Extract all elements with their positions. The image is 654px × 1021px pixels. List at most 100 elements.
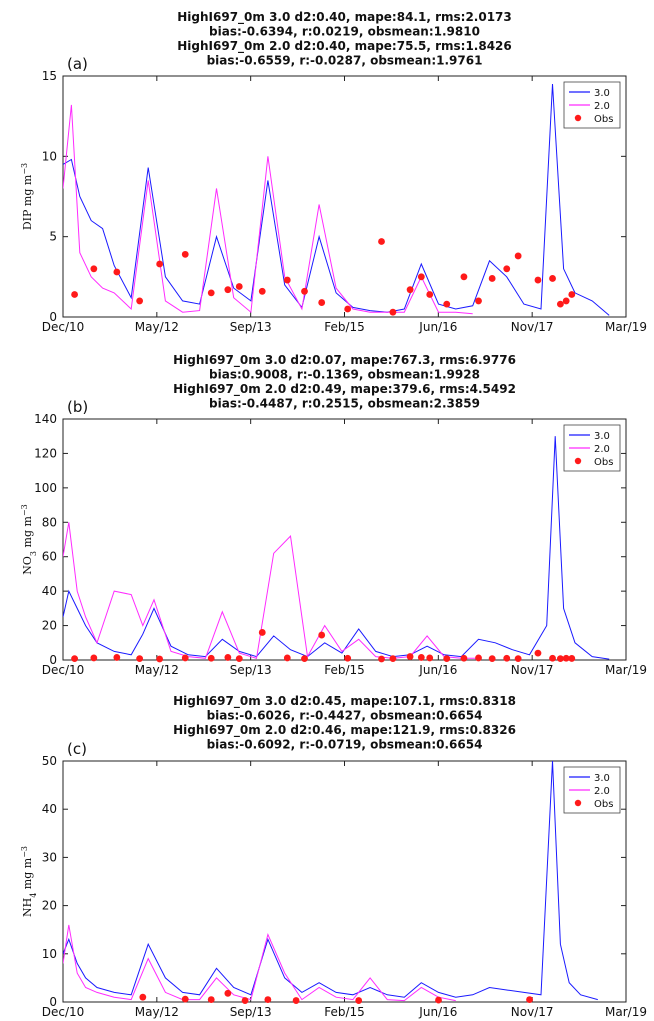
obs-point bbox=[90, 654, 98, 662]
obs-point bbox=[460, 273, 468, 281]
y-axis-label-sup: −3 bbox=[20, 163, 29, 175]
obs-point bbox=[207, 289, 215, 297]
legend-label: 2.0 bbox=[594, 786, 610, 797]
legend: 3.0 2.0 Obs bbox=[563, 766, 621, 814]
plot-area bbox=[62, 75, 627, 318]
obs-point bbox=[568, 655, 576, 662]
chart-title-line: bias:-0.6092, r:-0.0719, obsmean:0.6654 bbox=[207, 738, 483, 752]
obs-point bbox=[556, 655, 564, 663]
obs-point bbox=[224, 989, 232, 997]
obs-point bbox=[181, 654, 189, 662]
y-axis-label-unit: mg m bbox=[21, 174, 34, 209]
panel-label: (a) bbox=[67, 55, 88, 73]
chart-title-line: HighI697_0m 2.0 d2:0.49, mape:379.6, rms… bbox=[173, 382, 516, 397]
obs-point bbox=[264, 996, 272, 1003]
chart-title-line: bias:-0.4487, r:0.2515, obsmean:2.3859 bbox=[209, 397, 480, 411]
y-tick-label: 20 bbox=[42, 899, 57, 913]
x-tick-label: Feb/15 bbox=[324, 663, 365, 677]
y-tick-label: 10 bbox=[42, 149, 57, 163]
legend-label: 3.0 bbox=[594, 88, 610, 99]
obs-point bbox=[443, 655, 451, 663]
x-tick-label: Mar/19 bbox=[605, 1005, 647, 1019]
obs-point bbox=[113, 654, 121, 661]
obs-point bbox=[503, 265, 511, 273]
y-tick-label: 15 bbox=[42, 69, 57, 83]
obs-point bbox=[503, 654, 511, 662]
y-axis-label-sup: −3 bbox=[20, 846, 29, 858]
x-tick-label: Dec/10 bbox=[42, 663, 85, 677]
legend: 3.0 2.0 Obs bbox=[563, 424, 621, 472]
x-tick-label: May/12 bbox=[135, 320, 179, 334]
y-tick-label: 80 bbox=[42, 515, 57, 529]
x-tick-label: Mar/19 bbox=[605, 663, 647, 677]
obs-point bbox=[235, 283, 243, 290]
legend-marker-obs bbox=[574, 114, 582, 122]
obs-point bbox=[90, 265, 98, 273]
obs-point bbox=[378, 238, 385, 245]
y-axis-label-sup: −3 bbox=[20, 504, 29, 516]
obs-point bbox=[534, 649, 542, 657]
y-tick-label: 50 bbox=[42, 754, 57, 768]
panel-label: (b) bbox=[67, 398, 88, 416]
y-axis-label: DIP mg m−3 bbox=[20, 163, 35, 230]
obs-point bbox=[224, 654, 232, 661]
legend-label: 2.0 bbox=[594, 444, 610, 455]
chart-title-line: HighI697_0m 3.0 d2:0.07, mape:767.3, rms… bbox=[173, 353, 516, 368]
y-tick-label: 60 bbox=[42, 550, 57, 564]
obs-point bbox=[534, 276, 542, 284]
chart-title-line: HighI697_0m 2.0 d2:0.40, mape:75.5, rms:… bbox=[177, 39, 512, 54]
obs-point bbox=[460, 654, 468, 662]
legend-marker-obs bbox=[574, 457, 582, 465]
obs-point bbox=[514, 655, 522, 663]
obs-point bbox=[207, 654, 215, 662]
plot-area bbox=[62, 418, 627, 661]
x-tick-label: Jun/16 bbox=[418, 663, 457, 677]
plot-area bbox=[62, 760, 627, 1003]
obs-point bbox=[389, 655, 397, 663]
chart-panel-a: HighI697_0m 3.0 d2:0.40, mape:84.1, rms:… bbox=[20, 10, 647, 334]
legend-label: Obs bbox=[594, 799, 613, 810]
x-tick-label: Mar/19 bbox=[605, 320, 647, 334]
y-axis-label-sub: 4 bbox=[29, 893, 38, 898]
obs-point bbox=[488, 655, 496, 663]
y-axis-label-unit: mg m bbox=[21, 857, 34, 892]
obs-point bbox=[355, 997, 363, 1004]
y-tick-label: 120 bbox=[34, 446, 57, 460]
obs-point bbox=[241, 997, 249, 1004]
y-axis-label-main: NH bbox=[21, 898, 34, 917]
obs-point bbox=[344, 654, 352, 662]
y-axis-label: NH4 mg m−3 bbox=[20, 846, 38, 917]
chart-title-line: bias:-0.6026, r:-0.4427, obsmean:0.6654 bbox=[207, 709, 483, 723]
x-tick-label: Feb/15 bbox=[324, 320, 365, 334]
series-line-2-0 bbox=[63, 522, 479, 659]
x-tick-label: Sep/13 bbox=[230, 663, 272, 677]
chart-panel-c: HighI697_0m 3.0 d2:0.45, mape:107.1, rms… bbox=[20, 694, 647, 1019]
obs-point bbox=[181, 250, 189, 258]
obs-point bbox=[562, 654, 570, 662]
y-tick-label: 20 bbox=[42, 619, 57, 633]
chart-title-line: HighI697_0m 3.0 d2:0.45, mape:107.1, rms… bbox=[173, 694, 516, 709]
obs-point bbox=[318, 631, 326, 639]
x-tick-label: Feb/15 bbox=[324, 1005, 365, 1019]
x-tick-label: May/12 bbox=[135, 1005, 179, 1019]
obs-point bbox=[378, 655, 385, 663]
y-tick-label: 100 bbox=[34, 481, 57, 495]
obs-point bbox=[344, 305, 352, 313]
obs-point bbox=[417, 654, 425, 661]
obs-point bbox=[136, 655, 144, 663]
obs-point bbox=[562, 297, 570, 305]
y-axis-label: NO3 mg m−3 bbox=[20, 504, 38, 574]
panel-label: (c) bbox=[67, 740, 87, 758]
series-line-3-0 bbox=[63, 436, 610, 660]
legend: 3.0 2.0 Obs bbox=[563, 81, 621, 129]
x-tick-label: Sep/13 bbox=[230, 320, 272, 334]
y-axis-label-main: NO bbox=[21, 556, 34, 575]
series-line-3-0 bbox=[63, 761, 598, 1001]
obs-point bbox=[417, 273, 425, 281]
chart-title-line: bias:-0.6394, r:0.0219, obsmean:1.9810 bbox=[209, 25, 480, 39]
obs-point bbox=[283, 654, 291, 662]
y-tick-label: 30 bbox=[42, 850, 57, 864]
x-tick-label: Nov/17 bbox=[511, 320, 554, 334]
obs-point bbox=[113, 268, 121, 276]
chart-title-line: bias:0.9008, r:-0.1369, obsmean:1.9928 bbox=[209, 368, 480, 382]
